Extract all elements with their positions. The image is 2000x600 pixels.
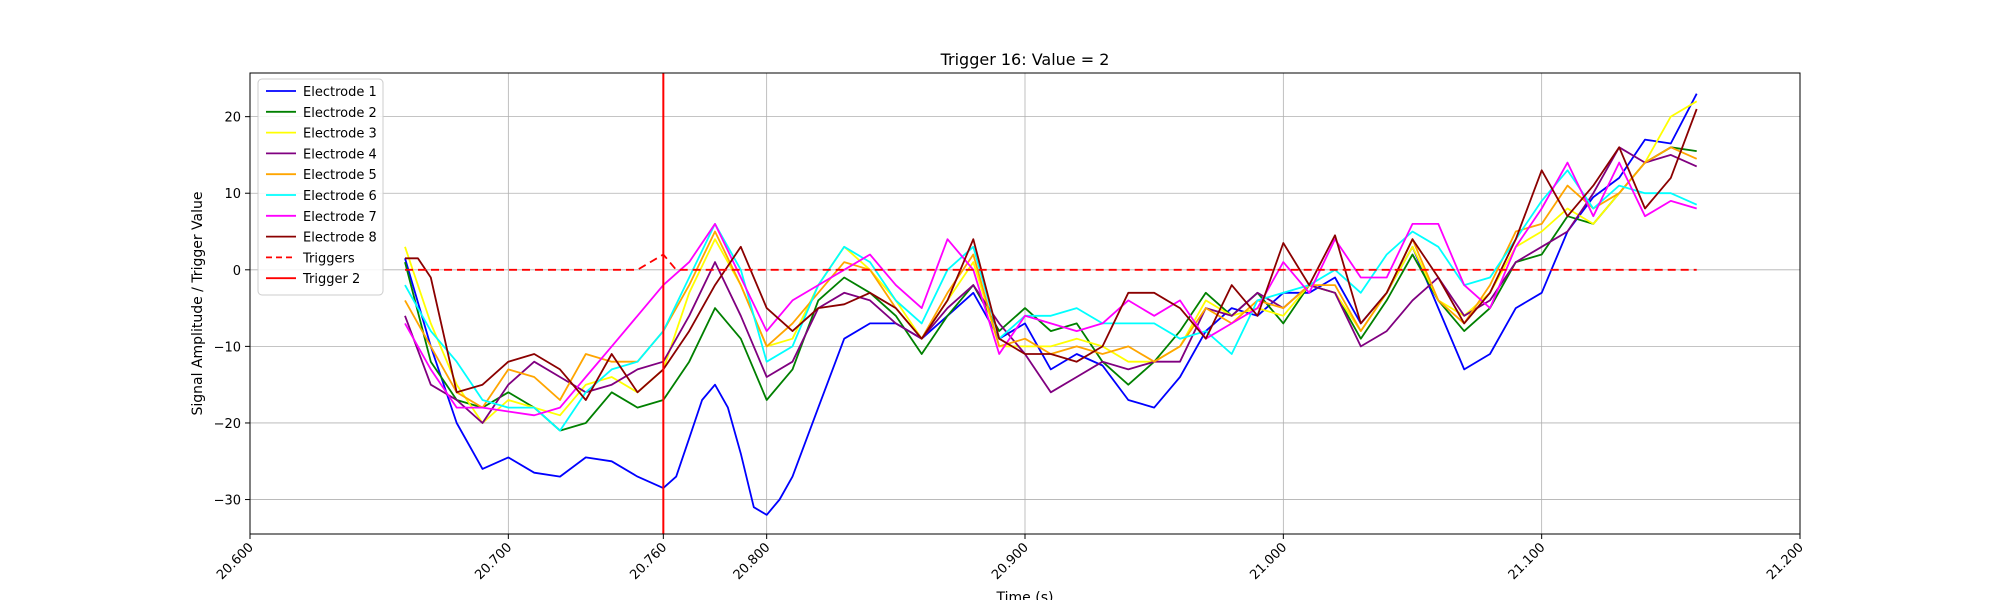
legend-label: Electrode 8	[303, 231, 377, 246]
y-axis-ticks: −30 −20 −10 0 10 20	[214, 111, 250, 509]
series-line-2	[404, 146, 1697, 432]
series-line-7	[404, 161, 1697, 417]
y-axis-label: Signal Amplitude / Trigger Value	[190, 192, 206, 416]
y-tick-label: −10	[214, 340, 241, 355]
legend-label: Electrode 5	[303, 168, 377, 183]
legend-label: Electrode 7	[303, 210, 377, 225]
y-tick-label: 20	[224, 111, 241, 126]
chart-title: Trigger 16: Value = 2	[940, 50, 1110, 69]
series-line-8	[405, 108, 1698, 401]
legend: Electrode 1 Electrode 2 Electrode 3 Electro…	[257, 78, 384, 296]
legend-label: Electrode 6	[303, 189, 377, 204]
series-line-4	[404, 146, 1698, 424]
y-tick-label: 0	[233, 264, 241, 279]
legend-label: Electrode 4	[303, 147, 377, 162]
y-tick-label: 10	[224, 187, 241, 202]
legend-label: Triggers	[302, 251, 355, 266]
legend-label: Electrode 1	[303, 85, 377, 100]
legend-label: Electrode 3	[303, 127, 377, 142]
series-layer	[404, 93, 1698, 516]
series-line-1	[404, 93, 1698, 516]
x-axis-label: Time (s)	[996, 590, 1054, 600]
y-tick-label: −30	[214, 494, 241, 509]
legend-label: Trigger 2	[302, 272, 360, 287]
legend-label: Electrode 2	[303, 106, 377, 121]
y-tick-label: −20	[214, 417, 241, 432]
